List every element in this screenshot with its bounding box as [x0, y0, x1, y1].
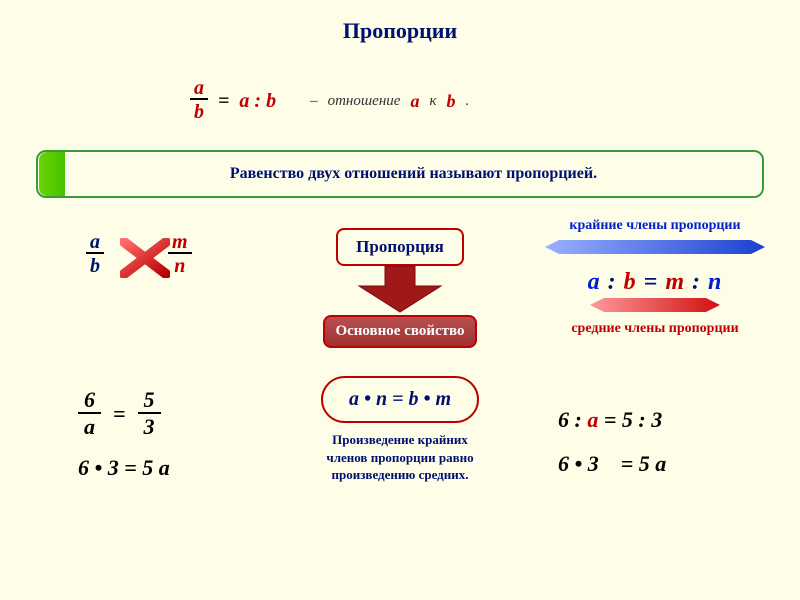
frac-den-b: b: [190, 100, 208, 124]
middle-arrow-icon: [590, 294, 720, 316]
term-a: a: [588, 269, 601, 295]
example-left-row1: 6 a = 5 3: [78, 388, 170, 441]
ex-frac-1: 6 a: [78, 388, 101, 441]
flow-box-proportion: Пропорция: [336, 228, 464, 266]
colon-2: :: [692, 269, 701, 295]
ex-r-1-m: = 5 : 3: [604, 407, 662, 432]
cross-frac-left: a b: [86, 232, 104, 278]
var-b: b: [446, 91, 455, 112]
cross-multiplication: a b m n: [78, 228, 228, 298]
ex-f1-den: a: [78, 414, 101, 440]
ex-r-2-l: 6 • 3: [558, 451, 599, 476]
ex-r-1-a: a: [587, 407, 598, 432]
period: .: [465, 93, 469, 110]
definition-text: Равенство двух отношений называют пропор…: [65, 165, 762, 183]
term-m: m: [665, 269, 685, 295]
term-n: n: [708, 269, 722, 295]
cross-left-den: b: [86, 254, 104, 278]
caption-line-1: Произведение крайних: [332, 432, 468, 447]
example-right-row2: 6 • 3 = 5 a: [558, 442, 666, 486]
extreme-arrow-icon: [545, 236, 765, 258]
colon-1: :: [608, 269, 617, 295]
cross-frac-right: m n: [168, 232, 192, 278]
caption-line-2: членов пропорции равно: [326, 450, 473, 465]
relation-word: отношение: [328, 93, 401, 110]
cross-x-icon: [120, 238, 170, 278]
caption-line-3: произведению средних.: [332, 467, 469, 482]
ratio-definition: a b = a : b – отношение a к b .: [190, 78, 469, 124]
proportion-expression: a : b = m : n: [530, 269, 780, 296]
frac-num-a: a: [190, 78, 208, 100]
ex-eq-1: =: [113, 401, 126, 427]
ratio-text: a : b: [239, 90, 276, 113]
ex-f2-den: 3: [138, 414, 161, 440]
fraction-ab: a b: [190, 78, 208, 124]
ex-f1-num: 6: [78, 388, 101, 414]
main-property-formula: a • n = b • m: [321, 376, 479, 423]
ex-r-2-r: 5 a: [639, 451, 667, 476]
ex-frac-2: 5 3: [138, 388, 161, 441]
dash: –: [310, 93, 318, 110]
term-b: b: [624, 269, 637, 295]
page-title: Пропорции: [0, 0, 800, 44]
middle-terms-label: средние члены пропорции: [530, 321, 780, 337]
ex-l-row2-l: 6 • 3: [78, 455, 119, 480]
var-a: a: [410, 91, 419, 112]
ex-r-2-eq: =: [621, 451, 634, 476]
ex-l-row2-eq: =: [124, 455, 137, 480]
equals-sign: =: [218, 90, 229, 113]
green-tab-decoration: [39, 152, 65, 196]
cross-right-num: m: [168, 232, 192, 254]
ex-f2-num: 5: [138, 388, 161, 414]
extreme-middle-terms: крайние члены пропорции a : b = m : n ср…: [530, 218, 780, 337]
cross-right-den: n: [170, 254, 189, 278]
ex-l-row2-r: 5 a: [142, 455, 170, 480]
flow-box-main-property: Основное свойство: [323, 315, 476, 348]
example-right-row1: 6 : a = 5 : 3: [558, 398, 666, 442]
example-left-row2: 6 • 3 = 5 a: [78, 455, 170, 481]
cross-left-num: a: [86, 232, 104, 254]
down-arrow-icon: [345, 264, 455, 314]
ex-r-1-l: 6 :: [558, 407, 582, 432]
eq-sign: =: [644, 269, 659, 295]
property-caption: Произведение крайних членов пропорции ра…: [296, 431, 504, 484]
to-word: к: [429, 93, 436, 110]
example-left: 6 a = 5 3 6 • 3 = 5 a: [78, 388, 170, 481]
example-right: 6 : a = 5 : 3 6 • 3 = 5 a: [558, 398, 666, 486]
property-flowchart: Пропорция Основное свойство a • n = b • …: [296, 228, 504, 484]
definition-callout: Равенство двух отношений называют пропор…: [36, 150, 764, 198]
extreme-terms-label: крайние члены пропорции: [530, 218, 780, 234]
